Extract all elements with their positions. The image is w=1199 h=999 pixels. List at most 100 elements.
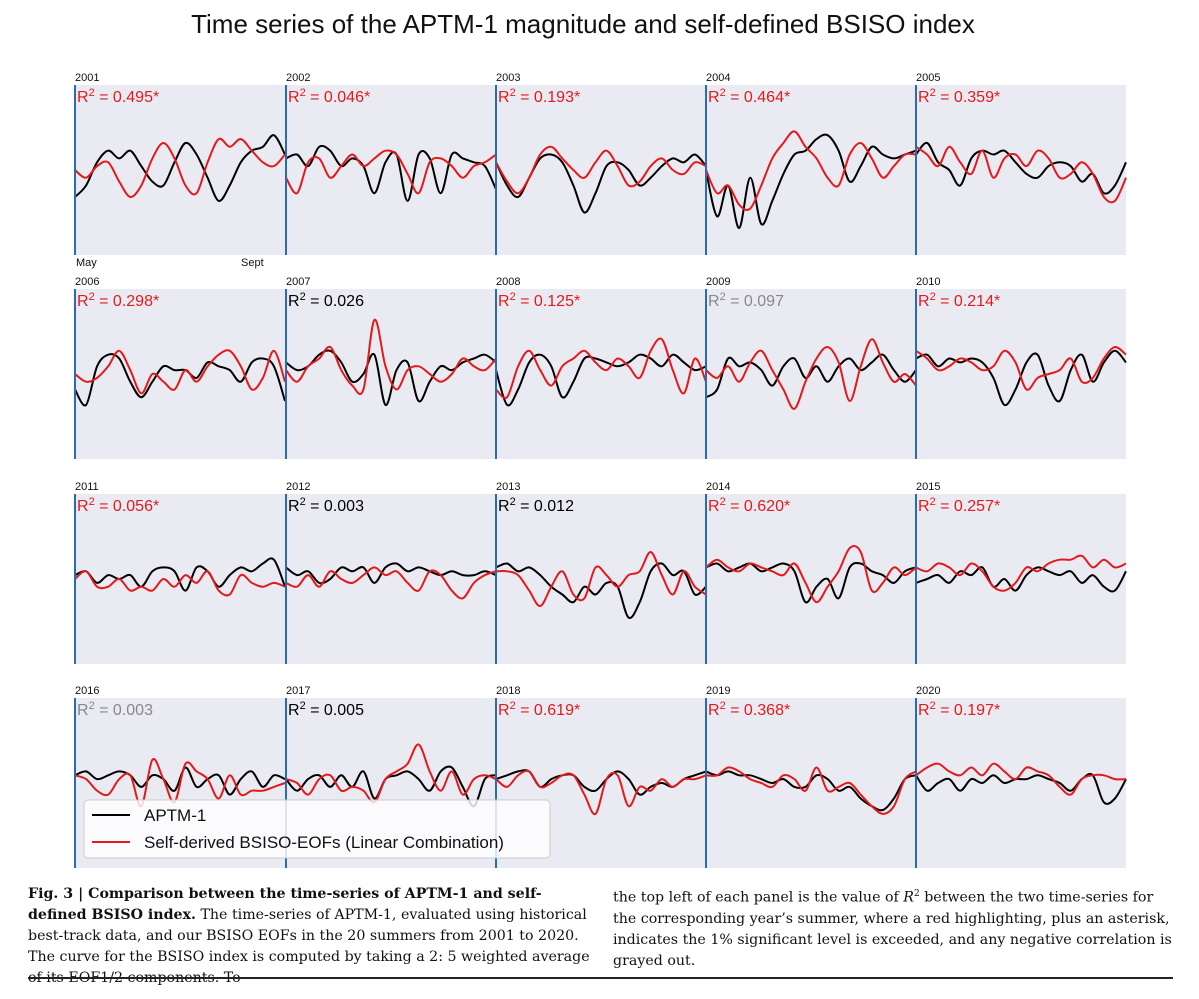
caption-right: the top left of each panel is the value … xyxy=(613,884,1173,972)
caption-left: Fig. 3 | Comparison between the time-ser… xyxy=(28,884,596,989)
aptm-series-line xyxy=(285,562,497,585)
r-squared-label: R2 = 0.005 xyxy=(288,700,364,719)
panel-year-label: 2019 xyxy=(706,685,730,697)
panel-year-label: 2009 xyxy=(706,276,730,288)
aptm-series-line xyxy=(915,566,1127,593)
panel-year-label: 2020 xyxy=(916,685,940,697)
caption-right-text-a: the top left of each panel is the value … xyxy=(613,889,904,906)
bsiso-series-line xyxy=(705,766,917,815)
bsiso-series-line xyxy=(705,338,917,410)
r-squared-label: R2 = 0.257* xyxy=(918,496,1000,515)
panel-background xyxy=(286,289,496,459)
panel-year-label: 2005 xyxy=(916,72,940,84)
panel-year-label: 2017 xyxy=(286,685,310,697)
r-squared-label: R2 = 0.003 xyxy=(77,700,153,719)
legend-aptm-label: APTM-1 xyxy=(144,806,206,825)
figure-canvas: Time series of the APTM-1 magnitude and … xyxy=(74,9,1127,868)
month-start-label: May xyxy=(76,257,97,269)
caption-bold: Fig. 3 | Comparison between the time-ser… xyxy=(28,886,542,923)
panel-year-label: 2010 xyxy=(916,276,940,288)
panel-year-label: 2015 xyxy=(916,481,940,493)
bsiso-series-line xyxy=(285,566,497,600)
r-squared-label: R2 = 0.368* xyxy=(708,700,790,719)
r-squared-label: R2 = 0.197* xyxy=(918,700,1000,719)
caption-r-symbol: R xyxy=(903,889,914,906)
r-squared-label: R2 = 0.620* xyxy=(708,496,790,515)
bsiso-series-line xyxy=(915,554,1127,592)
figure-title: Time series of the APTM-1 magnitude and … xyxy=(191,9,975,39)
panel-background xyxy=(496,85,706,255)
panel-year-label: 2011 xyxy=(75,481,99,493)
panel-year-label: 2012 xyxy=(286,481,310,493)
bsiso-series-line xyxy=(915,145,1127,204)
panel-year-label: 2006 xyxy=(75,276,99,288)
r-squared-label: R2 = 0.619* xyxy=(498,700,580,719)
panel-year-label: 2007 xyxy=(286,276,310,288)
r-squared-label: R2 = 0.097 xyxy=(708,291,784,310)
r-squared-label: R2 = 0.214* xyxy=(918,291,1000,310)
r-squared-label: R2 = 0.012 xyxy=(498,496,574,515)
caption-left-text: The time-series of APTM-1, evaluated usi… xyxy=(28,907,590,986)
aptm-series-line xyxy=(495,353,707,407)
bsiso-series-line xyxy=(495,337,707,400)
bsiso-series-line xyxy=(495,551,707,607)
bsiso-series-line xyxy=(74,758,286,808)
panel-year-label: 2003 xyxy=(496,72,520,84)
bsiso-series-line xyxy=(495,145,707,195)
r-squared-label: R2 = 0.359* xyxy=(918,87,1000,106)
legend-bsiso-label: Self-derived BSISO-EOFs (Linear Combinat… xyxy=(144,833,504,852)
r-squared-label: R2 = 0.193* xyxy=(498,87,580,106)
panel-grid: 2001 R2 = 0.495* 2002 R2 = 0.046* 2003 R2 = 0… xyxy=(74,72,1127,868)
bsiso-series-line xyxy=(495,769,707,816)
aptm-series-line xyxy=(285,765,497,808)
panel-background xyxy=(706,494,916,664)
bsiso-series-line xyxy=(915,345,1127,391)
r-squared-label: R2 = 0.298* xyxy=(77,291,159,310)
aptm-series-line xyxy=(74,766,286,796)
r-squared-label: R2 = 0.125* xyxy=(498,291,580,310)
bsiso-series-line xyxy=(74,570,286,597)
aptm-series-line xyxy=(705,353,917,399)
bsiso-series-line xyxy=(285,743,497,804)
bsiso-series-line xyxy=(915,762,1127,796)
bsiso-series-line xyxy=(285,318,497,395)
r-squared-label: R2 = 0.495* xyxy=(77,87,159,106)
month-end-label: Sept xyxy=(241,257,264,269)
panel-year-label: 2004 xyxy=(706,72,730,84)
panel-year-label: 2014 xyxy=(706,481,730,493)
panel-year-label: 2001 xyxy=(75,72,99,84)
aptm-series-line xyxy=(285,144,497,202)
panel-year-label: 2018 xyxy=(496,685,520,697)
panel-background xyxy=(496,289,706,459)
aptm-series-line xyxy=(705,133,917,230)
aptm-series-line xyxy=(74,353,286,407)
panel-background xyxy=(286,494,496,664)
r-squared-label: R2 = 0.056* xyxy=(77,496,159,515)
r-squared-label: R2 = 0.026 xyxy=(288,291,364,310)
panel-year-label: 2013 xyxy=(496,481,520,493)
panel-background xyxy=(75,289,285,459)
bsiso-series-line xyxy=(285,149,497,195)
aptm-series-line xyxy=(74,134,286,202)
bsiso-series-line xyxy=(705,545,917,604)
bsiso-series-line xyxy=(705,130,917,211)
legend-box xyxy=(83,799,551,859)
aptm-series-line xyxy=(495,562,707,620)
panel-background xyxy=(916,494,1126,664)
panel-background xyxy=(286,85,496,255)
panel-background xyxy=(706,698,916,868)
panel-year-label: 2002 xyxy=(286,72,310,84)
panel-background xyxy=(916,698,1126,868)
panel-background xyxy=(496,494,706,664)
bottom-rule xyxy=(28,977,1173,979)
r-squared-label: R2 = 0.464* xyxy=(708,87,790,106)
caption-right-text-b: between the two time-series for the corr… xyxy=(613,889,1172,969)
bsiso-series-line xyxy=(74,349,286,395)
r-squared-label: R2 = 0.046* xyxy=(288,87,370,106)
panel-background xyxy=(706,85,916,255)
aptm-series-line xyxy=(705,561,917,604)
legend: APTM-1 Self-derived BSISO-EOFs (Linear C… xyxy=(83,799,551,859)
r-squared-label: R2 = 0.003 xyxy=(288,496,364,515)
aptm-series-line xyxy=(285,349,497,406)
caption-r-superscript: 2 xyxy=(913,889,920,899)
